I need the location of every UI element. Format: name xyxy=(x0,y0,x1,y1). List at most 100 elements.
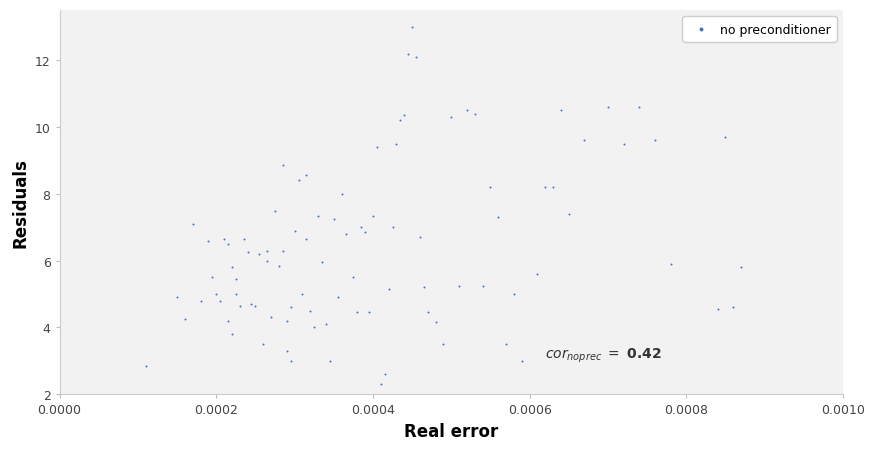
no preconditioner xyxy=(276,248,290,255)
no preconditioner xyxy=(287,227,301,235)
no preconditioner xyxy=(718,134,732,141)
no preconditioner xyxy=(221,318,235,325)
no preconditioner xyxy=(515,358,529,365)
no preconditioner xyxy=(632,104,646,111)
no preconditioner xyxy=(307,324,321,331)
no preconditioner xyxy=(390,141,404,148)
no preconditioner xyxy=(279,347,293,354)
no preconditioner xyxy=(205,274,219,281)
Legend: no preconditioner: no preconditioner xyxy=(682,17,837,43)
no preconditioner xyxy=(229,276,243,283)
no preconditioner xyxy=(393,117,407,124)
no preconditioner xyxy=(279,318,293,325)
no preconditioner xyxy=(272,262,286,270)
no preconditioner xyxy=(460,107,474,115)
no preconditioner xyxy=(264,314,278,322)
no preconditioner xyxy=(338,231,352,238)
no preconditioner xyxy=(319,321,333,328)
no preconditioner xyxy=(311,212,325,220)
no preconditioner xyxy=(284,358,298,365)
no preconditioner xyxy=(300,236,314,243)
no preconditioner xyxy=(362,309,376,316)
no preconditioner xyxy=(260,248,274,255)
no preconditioner xyxy=(538,184,552,191)
no preconditioner xyxy=(268,207,282,215)
no preconditioner xyxy=(664,261,678,268)
no preconditioner xyxy=(323,358,337,365)
no preconditioner xyxy=(292,178,306,185)
no preconditioner xyxy=(229,291,243,298)
no preconditioner xyxy=(370,144,384,152)
no preconditioner xyxy=(252,251,266,258)
Text: $\mathit{cor}_{\mathit{noprec}}$ $=$ $\mathbf{0.42}$: $\mathit{cor}_{\mathit{noprec}}$ $=$ $\m… xyxy=(545,346,662,364)
no preconditioner xyxy=(233,303,247,310)
no preconditioner xyxy=(315,259,329,267)
no preconditioner xyxy=(260,258,274,265)
no preconditioner xyxy=(358,229,372,236)
no preconditioner xyxy=(420,309,434,316)
no preconditioner xyxy=(244,301,258,308)
no preconditioner xyxy=(617,141,631,148)
no preconditioner xyxy=(217,236,231,243)
no preconditioner xyxy=(327,216,341,223)
no preconditioner xyxy=(468,111,482,118)
no preconditioner xyxy=(335,191,349,198)
no preconditioner xyxy=(221,241,235,248)
no preconditioner xyxy=(484,184,498,191)
no preconditioner xyxy=(401,51,415,58)
no preconditioner xyxy=(170,294,184,301)
no preconditioner xyxy=(249,303,263,310)
Y-axis label: Residuals: Residuals xyxy=(11,158,29,248)
no preconditioner xyxy=(507,291,521,298)
no preconditioner xyxy=(186,221,200,228)
no preconditioner xyxy=(648,138,662,145)
no preconditioner xyxy=(385,224,399,231)
no preconditioner xyxy=(354,224,368,231)
no preconditioner xyxy=(601,104,615,111)
no preconditioner xyxy=(241,249,255,256)
no preconditioner xyxy=(378,371,392,378)
no preconditioner xyxy=(303,308,317,315)
no preconditioner xyxy=(300,172,314,179)
no preconditioner xyxy=(225,331,239,338)
no preconditioner xyxy=(213,298,227,305)
no preconditioner xyxy=(577,138,591,145)
no preconditioner xyxy=(397,112,411,120)
no preconditioner xyxy=(726,304,740,311)
no preconditioner xyxy=(436,341,450,348)
no preconditioner xyxy=(366,212,380,220)
no preconditioner xyxy=(546,184,560,191)
no preconditioner xyxy=(734,264,748,272)
no preconditioner xyxy=(209,291,223,298)
no preconditioner xyxy=(382,286,396,293)
no preconditioner xyxy=(499,341,513,348)
no preconditioner xyxy=(417,284,431,291)
no preconditioner xyxy=(413,234,427,241)
no preconditioner xyxy=(295,291,309,298)
no preconditioner xyxy=(330,294,344,301)
no preconditioner xyxy=(178,316,192,323)
no preconditioner xyxy=(350,309,364,316)
no preconditioner xyxy=(491,214,505,221)
no preconditioner xyxy=(710,306,724,313)
no preconditioner xyxy=(531,271,545,278)
no preconditioner xyxy=(452,282,466,290)
no preconditioner xyxy=(237,236,251,243)
no preconditioner xyxy=(257,341,271,348)
no preconditioner xyxy=(194,298,208,305)
no preconditioner xyxy=(225,264,239,272)
X-axis label: Real error: Real error xyxy=(404,422,498,440)
no preconditioner xyxy=(428,319,442,327)
no preconditioner xyxy=(554,107,568,115)
no preconditioner xyxy=(346,274,360,281)
no preconditioner xyxy=(405,24,419,32)
no preconditioner xyxy=(374,381,388,388)
no preconditioner xyxy=(284,304,298,311)
no preconditioner xyxy=(444,114,458,121)
no preconditioner xyxy=(562,211,576,218)
no preconditioner xyxy=(201,238,215,245)
no preconditioner xyxy=(138,363,152,370)
no preconditioner xyxy=(476,282,490,290)
no preconditioner xyxy=(276,162,290,170)
no preconditioner xyxy=(409,54,423,61)
